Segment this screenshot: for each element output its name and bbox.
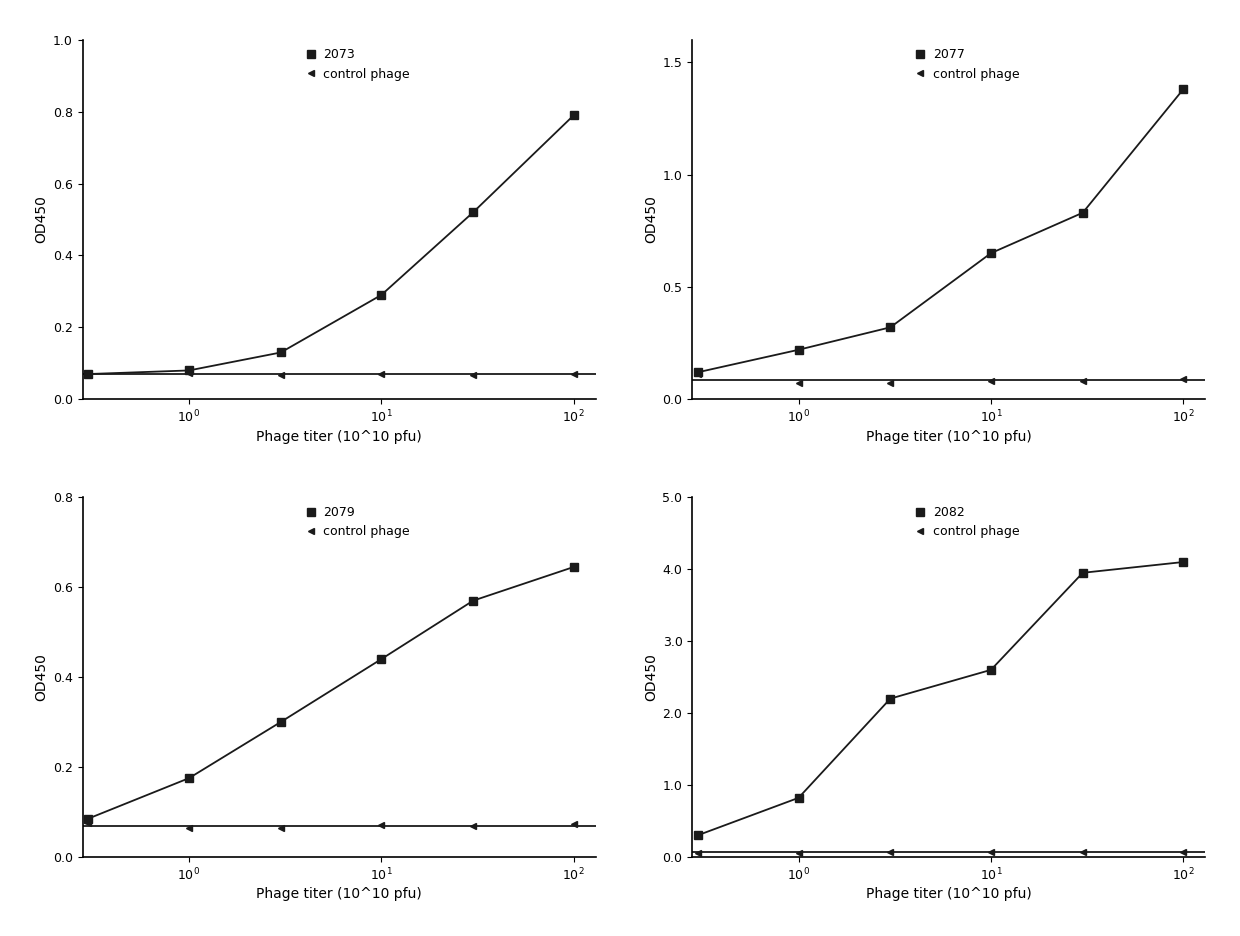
control phage [983,375,998,387]
2079 [181,772,196,783]
2073 [567,110,582,121]
X-axis label: Phage titer (10^10 pfu): Phage titer (10^10 pfu) [257,887,422,901]
Legend: 2082, control phage: 2082, control phage [908,501,1024,543]
2082 [791,792,806,803]
Legend: 2079, control phage: 2079, control phage [298,501,414,543]
control phage [983,847,998,858]
control phage [374,820,389,831]
Line: control phage: control phage [86,371,577,377]
Legend: 2077, control phage: 2077, control phage [908,43,1024,85]
control phage [1176,373,1190,385]
control phage [374,369,389,380]
2079 [374,653,389,665]
control phage [81,369,95,380]
control phage [791,378,806,389]
Line: 2077: 2077 [694,85,1188,376]
control phage [466,369,481,380]
control phage [181,822,196,833]
Legend: 2073, control phage: 2073, control phage [298,43,414,85]
2073 [273,347,288,358]
Line: control phage: control phage [86,820,577,830]
2082 [1075,567,1090,578]
control phage [567,819,582,830]
2077 [983,247,998,258]
2079 [466,595,481,607]
2073 [181,365,196,376]
2079 [81,813,95,825]
control phage [273,822,288,833]
Line: control phage: control phage [696,849,1187,856]
control phage [567,369,582,380]
2077 [1176,83,1190,95]
2082 [883,693,898,704]
Line: control phage: control phage [696,372,1187,387]
2077 [1075,207,1090,218]
X-axis label: Phage titer (10^10 pfu): Phage titer (10^10 pfu) [866,887,1032,901]
Line: 2082: 2082 [694,558,1188,840]
2082 [983,665,998,676]
2073 [81,369,95,380]
Line: 2073: 2073 [84,111,578,378]
2077 [791,344,806,356]
2079 [273,716,288,727]
control phage [1075,846,1090,857]
control phage [883,378,898,389]
2082 [691,829,706,841]
X-axis label: Phage titer (10^10 pfu): Phage titer (10^10 pfu) [866,430,1032,444]
control phage [1176,846,1190,857]
control phage [883,847,898,858]
control phage [181,368,196,379]
control phage [791,848,806,859]
control phage [691,848,706,859]
2077 [883,322,898,333]
control phage [273,369,288,380]
2073 [466,207,481,218]
control phage [691,369,706,380]
2073 [374,289,389,300]
2079 [567,562,582,573]
2082 [1176,556,1190,567]
control phage [466,821,481,832]
Y-axis label: OD450: OD450 [645,653,658,701]
Y-axis label: OD450: OD450 [35,196,48,243]
Y-axis label: OD450: OD450 [645,196,658,243]
Line: 2079: 2079 [84,563,578,823]
Y-axis label: OD450: OD450 [35,653,48,701]
X-axis label: Phage titer (10^10 pfu): Phage titer (10^10 pfu) [257,430,422,444]
control phage [1075,375,1090,387]
control phage [81,817,95,828]
2077 [691,367,706,378]
